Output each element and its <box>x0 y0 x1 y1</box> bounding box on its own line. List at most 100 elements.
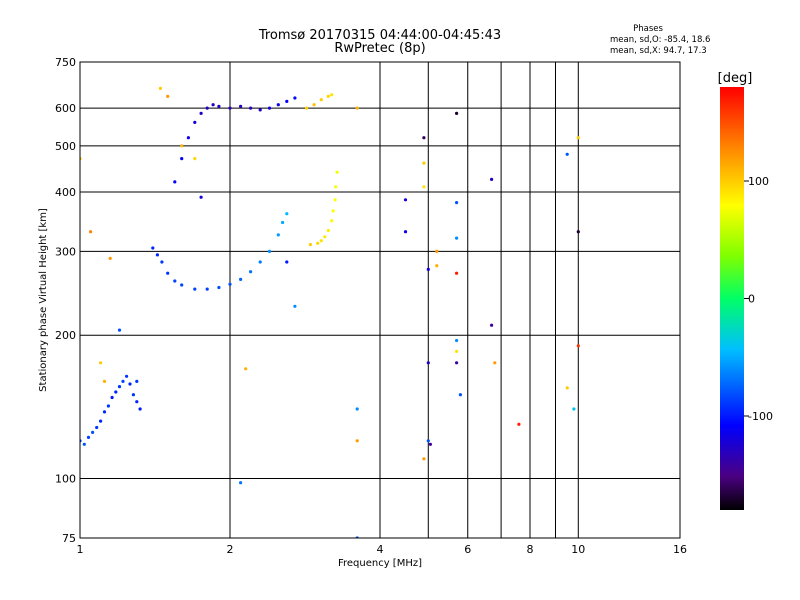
data-point <box>249 270 253 274</box>
y-tick-label: 500 <box>55 140 76 153</box>
data-point <box>323 235 327 239</box>
data-point <box>125 374 129 378</box>
data-point <box>422 161 426 165</box>
data-point <box>173 180 177 184</box>
data-point <box>135 400 139 404</box>
data-point <box>110 395 114 400</box>
data-point <box>455 236 459 240</box>
y-tick-label: 100 <box>55 473 76 486</box>
data-point <box>239 481 243 485</box>
stats-line-o: mean, sd,O: -85.4, 18.6 <box>610 35 710 45</box>
data-point <box>319 239 323 243</box>
data-point <box>267 249 272 253</box>
data-point <box>239 104 243 108</box>
data-point <box>455 361 459 365</box>
data-point <box>493 361 497 365</box>
data-point <box>305 106 309 110</box>
x-tick-label: 8 <box>527 543 534 556</box>
data-point <box>95 425 99 430</box>
data-point <box>99 361 103 365</box>
data-point <box>455 111 459 115</box>
data-point <box>173 279 177 283</box>
data-point <box>565 152 569 156</box>
data-point <box>326 94 330 98</box>
data-point <box>244 367 248 371</box>
data-point <box>276 103 280 107</box>
data-point <box>316 241 320 245</box>
data-point <box>455 338 459 343</box>
data-point <box>117 385 122 389</box>
x-tick-label: 6 <box>464 543 471 556</box>
data-point <box>435 264 439 268</box>
data-point <box>258 108 262 112</box>
x-tick-label: 2 <box>227 543 234 556</box>
data-point <box>455 201 459 205</box>
data-point <box>114 390 118 394</box>
data-point <box>293 96 297 100</box>
colorbar-ticks: 100 0 -100 <box>744 175 773 423</box>
data-point <box>285 212 289 216</box>
data-point <box>102 379 107 383</box>
data-point <box>426 267 430 271</box>
data-point <box>249 106 253 110</box>
data-point <box>89 230 93 234</box>
data-point <box>82 442 86 446</box>
y-tick-label: 400 <box>55 186 76 199</box>
data-point <box>330 219 334 223</box>
stats-line-x: mean, sd,X: 94.7, 17.3 <box>610 46 707 56</box>
data-point <box>131 393 135 397</box>
data-point <box>99 419 103 423</box>
data-point <box>193 157 197 161</box>
data-point <box>319 98 323 102</box>
y-tick-label: 750 <box>55 56 76 69</box>
data-point <box>121 379 125 383</box>
data-point <box>160 260 164 264</box>
data-point <box>426 361 430 365</box>
x-tick-label: 1 <box>77 543 84 556</box>
data-point <box>490 323 494 327</box>
x-axis-ticks: 1 2 4 6 8 10 16 <box>77 543 688 556</box>
data-point <box>312 103 316 107</box>
data-point <box>211 103 215 107</box>
data-point <box>108 256 112 260</box>
data-point <box>267 106 272 110</box>
colorbar-tick-label: -100 <box>748 410 773 423</box>
data-point <box>435 249 439 253</box>
data-point <box>239 277 243 281</box>
data-point <box>422 457 426 461</box>
data-point <box>205 287 209 291</box>
data-point <box>355 106 359 110</box>
data-point <box>285 99 289 103</box>
data-point <box>565 386 569 390</box>
x-axis-label: Frequency [MHz] <box>338 558 422 569</box>
data-point <box>285 260 289 264</box>
data-point <box>576 230 580 234</box>
data-point <box>490 177 494 181</box>
data-point <box>576 344 580 348</box>
data-point <box>151 246 155 250</box>
y-tick-label: 75 <box>62 532 76 545</box>
data-point <box>422 136 426 140</box>
data-point <box>228 106 232 110</box>
data-point <box>193 287 197 291</box>
colorbar <box>720 87 744 510</box>
data-point <box>106 404 110 408</box>
data-point <box>335 170 339 174</box>
data-point <box>102 410 107 414</box>
data-point <box>355 439 359 443</box>
data-point <box>455 271 459 275</box>
data-point <box>166 94 170 98</box>
data-point <box>138 407 142 411</box>
plot-frame <box>79 61 681 539</box>
data-point <box>180 144 184 148</box>
data-point <box>293 304 297 308</box>
data-point <box>258 260 262 264</box>
data-point <box>86 435 91 439</box>
colorbar-tick-label: 0 <box>748 293 755 306</box>
data-point <box>155 253 159 257</box>
data-point <box>355 407 359 411</box>
data-point <box>403 198 408 202</box>
data-point <box>281 220 285 225</box>
data-point <box>199 111 203 115</box>
